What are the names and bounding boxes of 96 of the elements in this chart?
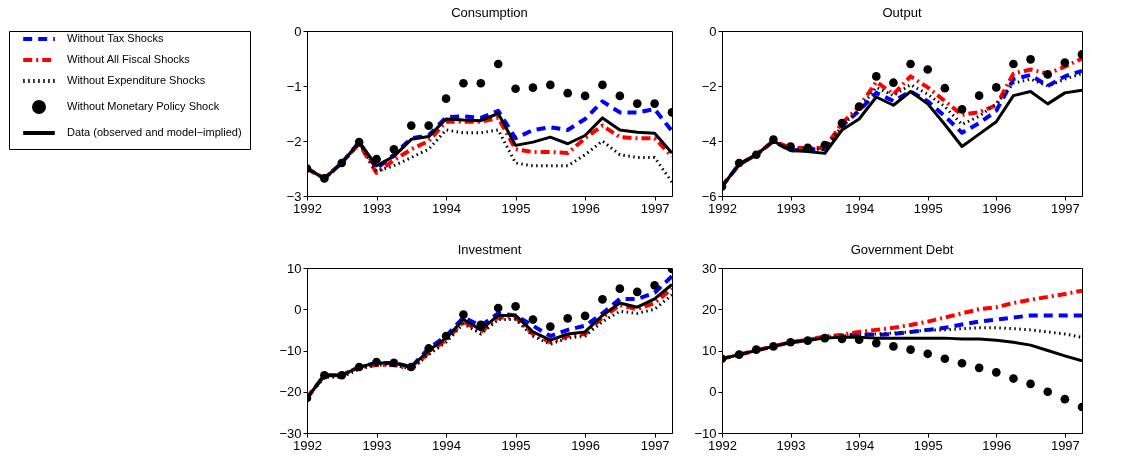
point: [974, 363, 984, 373]
point: [493, 303, 503, 313]
legend-label: Data (observed and model−implied): [67, 126, 242, 138]
y-tick-label: 0: [709, 23, 717, 39]
x-tick-label: 1996: [571, 200, 601, 216]
legend-label: Without Monetary Policy Shock: [67, 100, 220, 112]
point: [871, 72, 881, 81]
point: [459, 310, 468, 319]
x-tick-label: 1997: [1050, 437, 1080, 453]
y-tick-label: −1: [286, 78, 302, 94]
point: [1043, 387, 1053, 397]
y-tick-label: 30: [702, 260, 717, 276]
x-tick-label: 1997: [640, 200, 670, 216]
point: [563, 88, 573, 98]
x-tick-label: 1996: [571, 437, 601, 453]
point: [615, 91, 625, 101]
point: [615, 284, 625, 293]
point: [580, 311, 590, 321]
point: [563, 314, 573, 323]
y-tick-label: −2: [701, 78, 717, 94]
point: [476, 78, 486, 88]
point: [511, 302, 520, 311]
point: [598, 80, 607, 90]
point: [511, 84, 520, 94]
point: [991, 368, 1001, 377]
point: [820, 140, 830, 150]
y-tick-label: 0: [294, 23, 302, 39]
legend-label: Without Expenditure Shocks: [67, 74, 206, 86]
legend-label: Without Tax Shocks: [67, 32, 164, 44]
chart-title: Output: [882, 5, 922, 20]
point: [957, 105, 967, 114]
x-tick-label: 1994: [845, 200, 875, 216]
x-tick-label: 1996: [982, 437, 1012, 453]
x-tick-label: 1994: [432, 437, 462, 453]
point: [528, 315, 538, 324]
y-tick-label: −10: [279, 343, 302, 358]
y-tick-label: −4: [701, 133, 717, 149]
point: [441, 94, 451, 103]
point: [940, 354, 950, 364]
point: [940, 83, 950, 93]
point: [889, 78, 898, 88]
point: [923, 65, 933, 74]
x-tick-label: 1997: [1050, 200, 1080, 216]
x-tick-label: 1995: [913, 437, 943, 453]
point: [1026, 55, 1035, 64]
chart-title: Investment: [457, 242, 522, 257]
y-tick-label: 10: [287, 260, 302, 276]
x-tick-label: 1995: [501, 437, 531, 453]
chart-title: Consumption: [451, 5, 528, 20]
point: [974, 91, 984, 100]
point: [1009, 59, 1018, 69]
point: [632, 99, 642, 108]
point: [493, 59, 503, 69]
point: [923, 349, 933, 359]
x-tick-label: 1996: [982, 200, 1012, 216]
point: [1060, 58, 1070, 67]
point: [459, 78, 468, 88]
point: [650, 281, 659, 290]
x-tick-label: 1995: [501, 200, 531, 216]
point: [598, 295, 607, 304]
x-tick-label: 1993: [776, 200, 806, 216]
y-tick-label: 0: [709, 384, 717, 400]
point: [528, 83, 538, 92]
point: [837, 118, 847, 128]
point: [650, 99, 659, 108]
point: [889, 342, 898, 351]
chart-title: Government Debt: [850, 242, 954, 257]
point: [991, 83, 1001, 92]
point: [1026, 379, 1035, 389]
point: [406, 121, 416, 130]
y-tick-label: 10: [702, 343, 717, 358]
x-tick-label: 1993: [362, 200, 392, 216]
x-tick-label: 1993: [776, 437, 806, 453]
x-tick-label: 1993: [362, 437, 392, 453]
point: [957, 358, 967, 368]
point: [546, 80, 555, 90]
point: [1060, 394, 1070, 404]
x-tick-label: 1997: [640, 437, 670, 453]
point: [906, 59, 915, 69]
y-tick-label: 20: [702, 301, 717, 317]
point: [546, 322, 555, 331]
point: [632, 287, 642, 297]
point: [906, 345, 915, 354]
point: [389, 144, 399, 154]
point: [424, 121, 433, 130]
y-tick-label: −20: [279, 384, 302, 400]
x-tick-label: 1995: [913, 200, 943, 216]
point: [1009, 374, 1018, 383]
legend-label: Without All Fiscal Shocks: [67, 53, 191, 65]
x-tick-label: 1994: [845, 437, 875, 453]
y-tick-label: −2: [286, 133, 302, 149]
point: [1043, 70, 1053, 79]
point: [854, 102, 864, 111]
x-tick-label: 1994: [432, 200, 462, 216]
y-tick-label: 0: [294, 301, 302, 317]
point: [580, 91, 590, 101]
